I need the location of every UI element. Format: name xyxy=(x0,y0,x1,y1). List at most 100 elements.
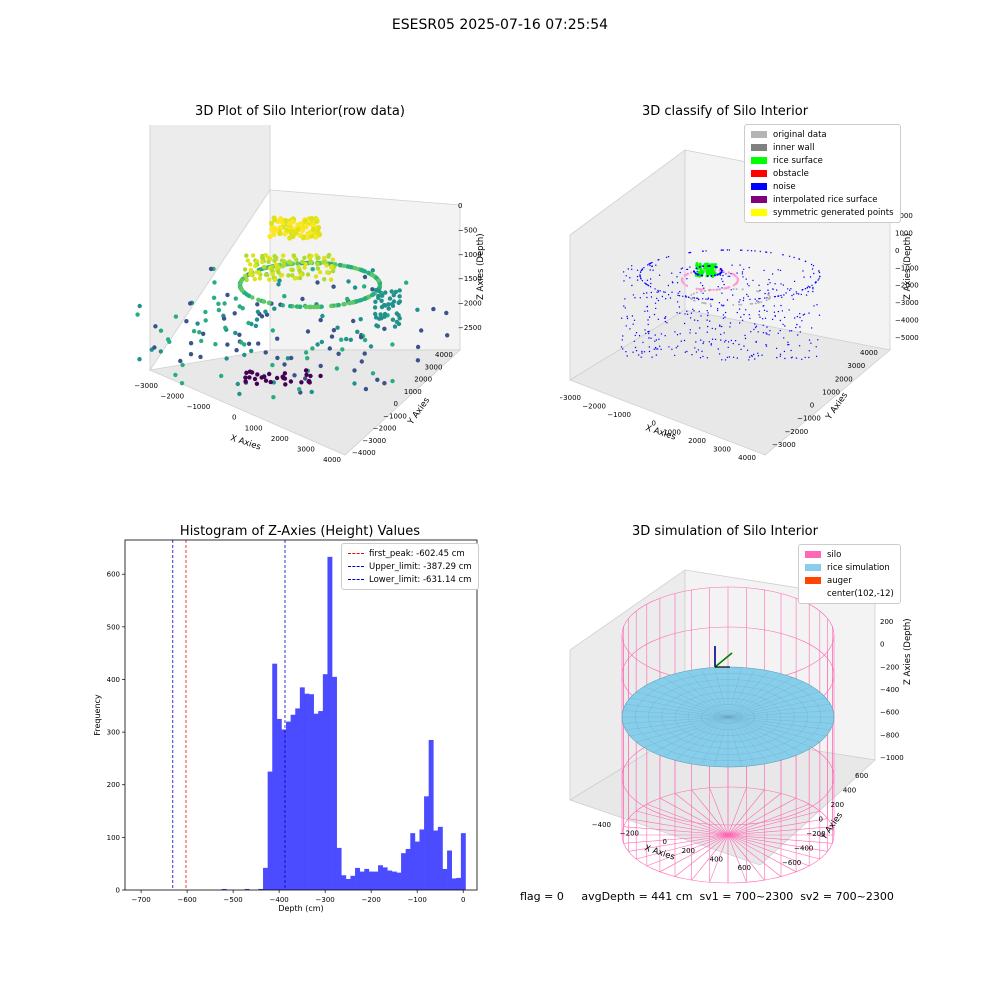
data-point xyxy=(706,331,708,333)
data-point xyxy=(288,379,294,384)
data-point xyxy=(782,284,785,286)
z-tick-label: −1000 xyxy=(880,754,904,762)
x-tick-label: 0 xyxy=(232,414,236,422)
histogram-bar xyxy=(350,875,356,890)
data-point xyxy=(746,293,748,296)
data-point xyxy=(254,317,260,322)
data-point xyxy=(650,291,652,294)
data-point xyxy=(764,292,766,295)
auger-marker xyxy=(714,646,733,668)
data-point xyxy=(750,354,753,357)
data-point xyxy=(642,341,644,344)
data-point xyxy=(796,323,798,326)
data-point xyxy=(152,345,157,350)
data-point xyxy=(203,309,208,315)
data-point xyxy=(300,259,305,265)
data-point xyxy=(691,354,693,356)
data-point xyxy=(774,315,776,317)
data-point xyxy=(280,264,285,269)
data-point xyxy=(680,277,684,281)
data-point xyxy=(787,341,789,343)
data-point xyxy=(739,264,741,266)
data-point xyxy=(383,290,388,295)
data-point xyxy=(700,282,702,284)
data-point xyxy=(782,254,784,256)
data-point xyxy=(818,270,820,272)
rice-mesh-spoke xyxy=(727,716,793,757)
data-point xyxy=(698,288,701,291)
legend-swatch xyxy=(751,209,767,216)
data-point xyxy=(268,379,273,385)
data-point xyxy=(759,289,761,292)
data-point xyxy=(647,264,649,266)
data-point xyxy=(686,313,689,315)
silo-floor-wire xyxy=(727,834,833,844)
data-point xyxy=(710,274,713,277)
data-point xyxy=(647,284,649,286)
z-tick-label: −5000 xyxy=(895,334,919,342)
data-point xyxy=(346,264,352,269)
z-tick-label: 0 xyxy=(458,202,462,210)
legend-label: Upper_limit: -387.29 cm xyxy=(369,561,472,572)
y-tick-label: 400 xyxy=(107,676,120,684)
data-point xyxy=(358,335,364,340)
data-point xyxy=(732,304,735,306)
legend-label: first_peak: -602.45 cm xyxy=(369,548,465,559)
histogram-bar xyxy=(313,713,319,890)
data-point xyxy=(758,298,760,300)
data-point xyxy=(336,351,341,356)
data-point xyxy=(764,317,767,319)
data-point xyxy=(700,339,702,341)
data-point xyxy=(355,329,360,334)
data-point xyxy=(738,308,741,310)
data-point xyxy=(789,330,791,332)
rice-mesh-spoke xyxy=(636,691,729,718)
legend-swatch xyxy=(751,157,767,164)
panel4-zlabel: Z Axies (Depth) xyxy=(903,618,913,685)
data-point xyxy=(741,288,744,291)
rice-mesh-spoke xyxy=(652,681,729,718)
data-point xyxy=(225,342,230,347)
data-point xyxy=(761,318,764,320)
data-point xyxy=(397,294,402,299)
data-point xyxy=(695,264,699,268)
data-point xyxy=(305,356,310,361)
panel3-histogram: −700 −600 −500 −400 −300 −200 −100 0 0 100 200 300… xyxy=(93,539,478,913)
data-point xyxy=(766,333,768,335)
legend-label: noise xyxy=(773,181,796,192)
data-point xyxy=(805,294,808,296)
data-point xyxy=(302,265,307,270)
histogram-bar xyxy=(364,868,370,890)
data-point xyxy=(762,305,764,307)
data-point xyxy=(640,277,642,279)
rice-mesh-spoke xyxy=(727,697,826,718)
data-point xyxy=(697,349,700,351)
data-point xyxy=(696,297,698,299)
data-point xyxy=(318,317,323,323)
data-point xyxy=(382,326,387,331)
data-point xyxy=(308,233,314,239)
data-point xyxy=(638,354,640,356)
data-point xyxy=(664,317,666,319)
silo-floor-wire xyxy=(727,789,765,836)
data-point xyxy=(764,297,766,299)
data-point xyxy=(753,328,755,331)
data-point xyxy=(812,286,814,289)
data-point xyxy=(795,357,798,359)
data-point xyxy=(393,289,399,295)
rice-mesh-spoke xyxy=(727,716,742,767)
data-point xyxy=(638,335,641,337)
data-point xyxy=(644,282,646,284)
histogram-bar xyxy=(341,875,347,890)
data-point xyxy=(812,288,814,290)
data-point xyxy=(329,265,334,270)
data-point xyxy=(415,307,420,312)
data-point xyxy=(216,307,222,313)
data-point xyxy=(329,303,334,309)
data-point xyxy=(676,276,678,278)
data-point xyxy=(282,294,287,299)
y-tick-label: 0 xyxy=(810,402,814,410)
data-point xyxy=(219,373,224,379)
data-point xyxy=(776,289,778,291)
rice-mesh-spoke xyxy=(630,716,729,737)
